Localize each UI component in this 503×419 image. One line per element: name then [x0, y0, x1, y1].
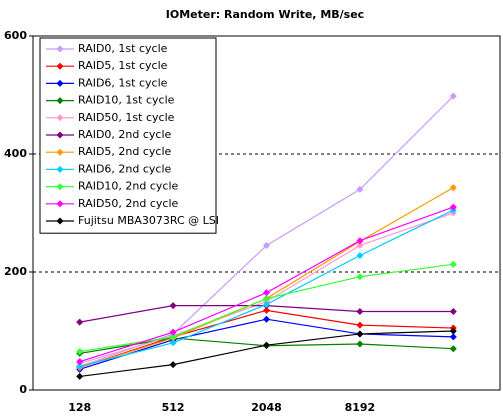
marker [76, 348, 84, 356]
marker [449, 308, 457, 316]
marker [76, 362, 84, 370]
x-tick-label: 2048 [251, 401, 282, 414]
legend-marker [56, 114, 64, 122]
marker [169, 328, 177, 336]
legend-label: RAID10, 1st cycle [78, 94, 175, 107]
legend-label: RAID50, 2nd cycle [78, 197, 179, 210]
marker [449, 327, 457, 335]
x-tick-label: 128 [68, 401, 91, 414]
y-tick-label: 400 [4, 147, 27, 160]
y-tick-label: 200 [4, 265, 27, 278]
x-tick-label: 512 [162, 401, 185, 414]
marker [449, 92, 457, 100]
marker [356, 308, 364, 316]
legend-marker [56, 131, 64, 139]
marker [169, 333, 177, 341]
legend-marker [56, 165, 64, 173]
marker [169, 361, 177, 369]
marker [356, 273, 364, 281]
legend-label: RAID6, 2nd cycle [78, 162, 172, 175]
legend-marker [56, 45, 64, 53]
marker [449, 345, 457, 353]
marker [356, 321, 364, 329]
legend-marker [56, 217, 64, 225]
y-tick-label: 600 [4, 29, 27, 42]
marker [449, 260, 457, 268]
marker [169, 339, 177, 347]
x-tick-label: 8192 [345, 401, 376, 414]
marker [263, 315, 270, 323]
y-tick-label: 0 [19, 383, 27, 396]
legend-label: RAID10, 2nd cycle [78, 180, 179, 193]
marker [263, 289, 270, 297]
legend-label: Fujitsu MBA3073RC @ LSI [78, 214, 219, 227]
marker [449, 333, 457, 341]
legend-label: RAID6, 1st cycle [78, 76, 168, 89]
marker [356, 330, 364, 338]
marker [263, 341, 270, 349]
legend-marker [56, 62, 64, 70]
marker [356, 241, 364, 249]
legend-marker [56, 183, 64, 191]
legend-marker [56, 200, 64, 208]
legend-label: RAID0, 2nd cycle [78, 128, 172, 141]
marker [169, 302, 177, 310]
marker [76, 372, 84, 380]
marker [356, 340, 364, 348]
legend-marker [56, 148, 64, 156]
legend-marker [56, 97, 64, 105]
legend-label: RAID5, 1st cycle [78, 59, 168, 72]
marker [263, 300, 270, 308]
marker [263, 241, 270, 249]
marker [449, 184, 457, 192]
legend-marker [56, 79, 64, 87]
marker [449, 203, 457, 211]
marker [356, 251, 364, 259]
marker [263, 306, 270, 314]
marker [356, 185, 364, 193]
legend-label: RAID50, 1st cycle [78, 111, 175, 124]
marker [76, 358, 84, 366]
marker [356, 237, 364, 245]
legend-label: RAID0, 1st cycle [78, 42, 168, 55]
marker [263, 295, 270, 303]
chart-title: IOMeter: Random Write, MB/sec [166, 8, 364, 21]
legend-box [39, 37, 217, 234]
marker [76, 318, 84, 326]
legend-label: RAID5, 2nd cycle [78, 145, 172, 158]
